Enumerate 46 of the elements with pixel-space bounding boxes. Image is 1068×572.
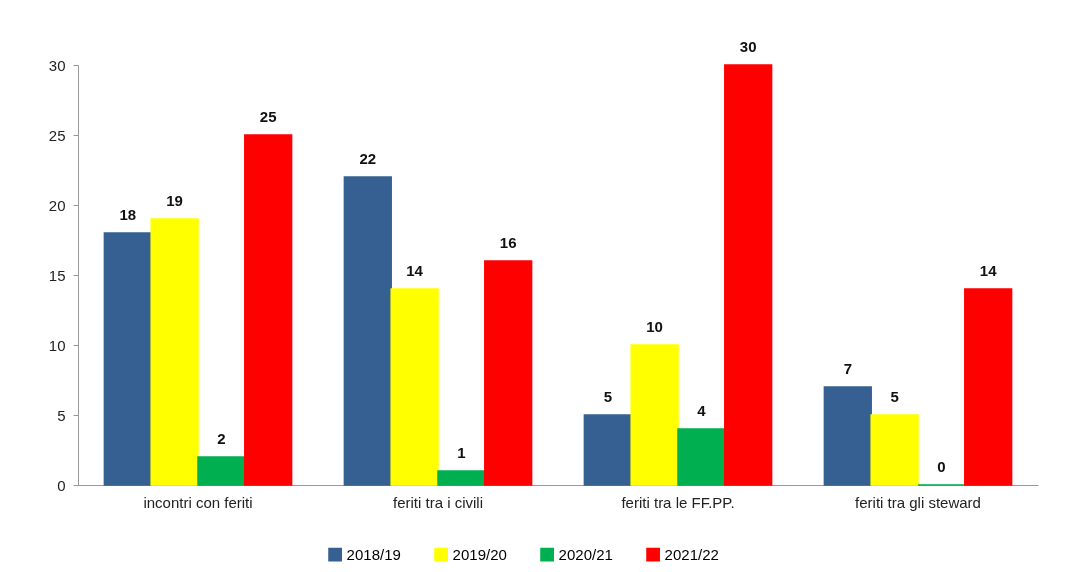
x-tick-label: feriti tra gli steward [855,493,981,511]
legend-label: 2021/22 [664,545,719,563]
bar [677,428,726,486]
bar [197,456,246,486]
data-label: 16 [499,234,517,251]
legend-label: 2019/20 [452,545,507,563]
bar [583,414,632,486]
data-label: 1 [457,444,466,461]
bar [630,344,679,486]
data-label: 5 [890,388,899,405]
bar [870,414,919,486]
data-label: 14 [979,262,998,279]
y-tick-label: 25 [48,126,66,144]
x-tick-label: feriti tra le FF.PP. [621,493,735,511]
data-label: 5 [603,388,612,405]
y-tick-label: 5 [57,406,66,424]
data-label: 18 [119,206,137,223]
data-label: 14 [406,262,424,279]
data-label: 30 [739,38,757,55]
y-tick-label: 0 [57,476,66,494]
bar [437,470,486,486]
y-tick-label: 15 [48,266,66,284]
x-tick-label: feriti tra i civili [392,493,484,511]
data-label: 4 [697,402,707,419]
legend-label: 2018/19 [346,545,401,563]
y-tick-label: 30 [48,56,66,74]
bar [823,386,872,486]
bar [390,288,439,486]
bar [484,260,533,486]
data-label: 25 [259,108,277,125]
bar [150,218,199,486]
legend-label: 2020/21 [558,545,613,563]
x-tick-label: incontri con feriti [143,493,253,511]
bar [103,232,152,486]
bar [724,64,773,486]
y-tick-label: 10 [48,336,66,354]
data-label: 10 [646,318,663,335]
bar [964,288,1013,486]
y-tick-label: 20 [48,196,66,214]
data-label: 22 [359,150,377,167]
bar [244,134,293,486]
bar [343,176,392,486]
data-label: 7 [843,360,852,377]
data-label: 2 [217,430,226,447]
data-label: 19 [166,192,183,209]
data-label: 0 [937,458,946,475]
